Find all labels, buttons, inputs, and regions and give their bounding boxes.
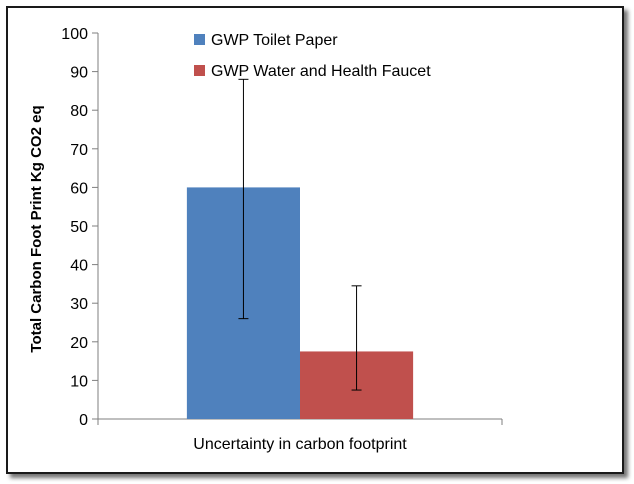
y-tick-label: 90 (70, 65, 88, 82)
y-tick-label: 70 (70, 142, 88, 159)
y-tick-label: 0 (79, 412, 88, 429)
bar-chart: 0 10 20 30 40 50 60 70 80 90 100 Uncertainty in car… (28, 26, 503, 453)
y-tick-label: 80 (70, 103, 88, 120)
y-tick-label: 100 (61, 26, 88, 43)
x-category-label: Uncertainty in carbon footprint (193, 436, 407, 453)
y-tick-label: 20 (70, 335, 88, 352)
legend-label: GWP Toilet Paper (211, 32, 338, 49)
legend-swatch (194, 34, 205, 45)
legend-swatch (194, 65, 205, 76)
chart-frame: 0 10 20 30 40 50 60 70 80 90 100 Uncertainty in car… (6, 6, 624, 474)
legend-label: GWP Water and Health Faucet (211, 63, 431, 80)
y-tick-label: 60 (70, 180, 88, 197)
y-tick-label: 10 (70, 373, 88, 390)
y-tick-label: 50 (70, 219, 88, 236)
y-tick-label: 30 (70, 296, 88, 313)
y-tick-label: 40 (70, 258, 88, 275)
y-axis-title: Total Carbon Foot Print Kg CO2 eq (28, 105, 45, 352)
